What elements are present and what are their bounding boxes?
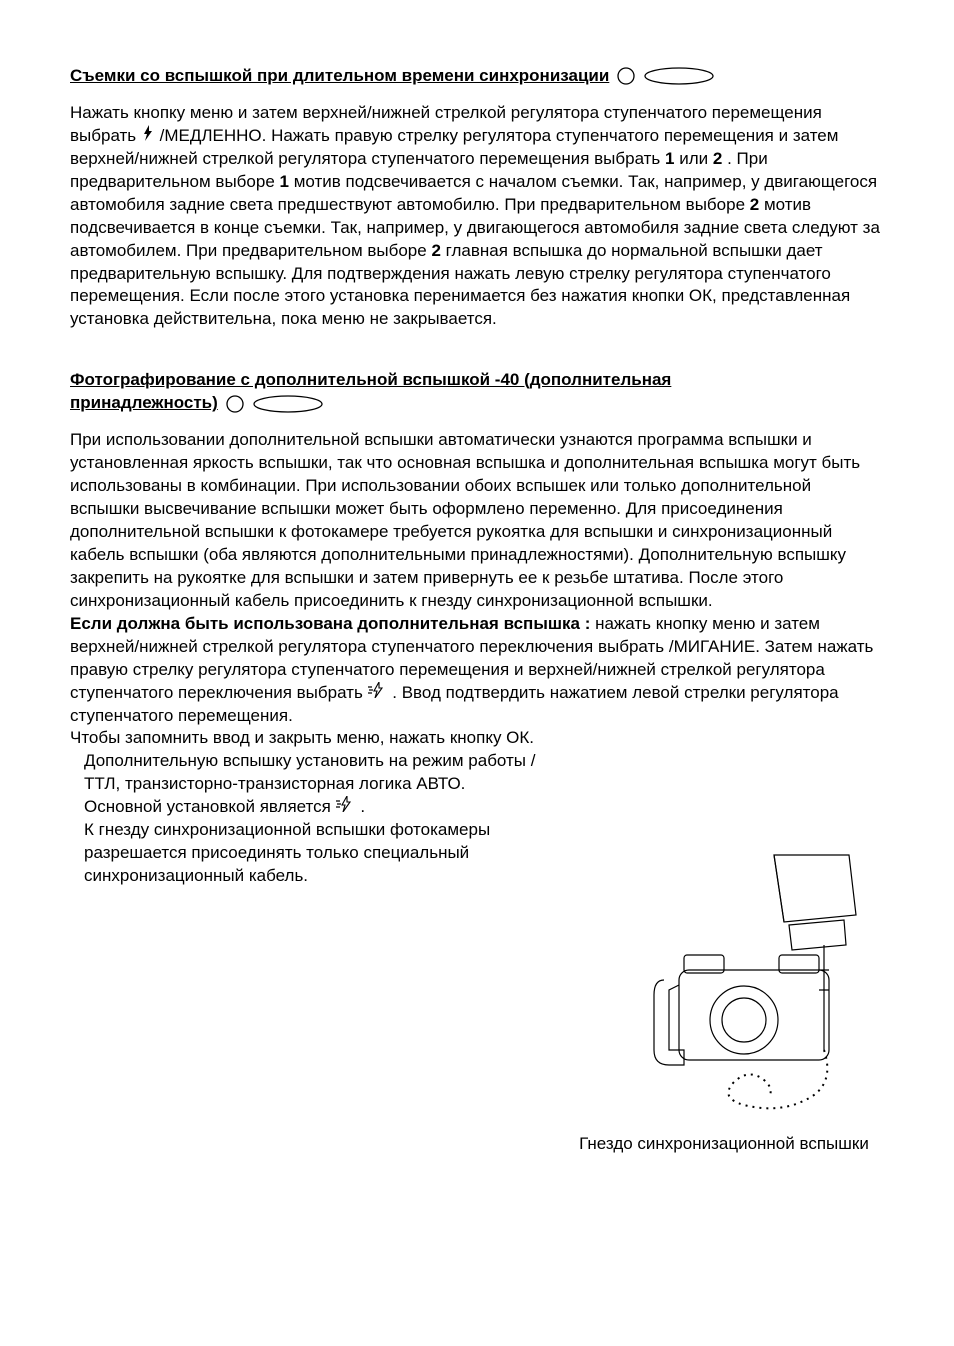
text-bold: 2 <box>713 149 722 168</box>
section2: Фотографирование с дополнительной вспышк… <box>70 369 884 888</box>
indent-1: Дополнительную вспышку установить на реж… <box>84 750 564 796</box>
indent-2: Основной установкой является . <box>84 796 564 819</box>
mode-dial-icon <box>615 65 715 87</box>
section1-heading-row: Съемки со вспышкой при длительном времен… <box>70 65 884 88</box>
camera-illustration-icon <box>624 850 874 1120</box>
text: Чтобы запомнить ввод и закрыть меню, наж… <box>70 728 534 747</box>
text-bold: 2 <box>750 195 759 214</box>
text: . <box>360 797 365 816</box>
slave-flash-icon <box>336 796 356 819</box>
text: К гнезду синхронизационной вспышки фоток… <box>84 820 490 885</box>
page: Съемки со вспышкой при длительном времен… <box>0 0 954 1346</box>
section2-heading-line1: Фотографирование с дополнительной вспышк… <box>70 369 884 392</box>
section1-body: Нажать кнопку меню и затем верхней/нижне… <box>70 102 884 331</box>
camera-figure: Гнездо синхронизационной вспышки <box>624 850 884 1156</box>
text-bold: Если должна быть использована дополнител… <box>70 614 595 633</box>
text: Основной установкой является <box>84 797 336 816</box>
text-bold: 2 <box>431 241 440 260</box>
text: Дополнительную вспышку установить на реж… <box>84 751 535 793</box>
section1-title: Съемки со вспышкой при длительном времен… <box>70 65 609 88</box>
section2-title-b: принадлежность) <box>70 392 218 415</box>
text-bold: 1 <box>665 149 674 168</box>
slave-flash-icon <box>368 682 388 705</box>
text: или <box>679 149 713 168</box>
section2-body: При использовании дополнительной вспышки… <box>70 429 884 727</box>
section2-body-2: Чтобы запомнить ввод и закрыть меню, наж… <box>70 727 884 750</box>
flash-icon <box>141 125 155 148</box>
mode-dial-icon <box>224 393 324 415</box>
text: /МЕДЛЕННО. Нажать правую стрелку регулят… <box>70 126 838 168</box>
figure-caption: Гнездо синхронизационной вспышки <box>524 1133 924 1156</box>
text: При использовании дополнительной вспышки… <box>70 430 860 610</box>
section2-heading-line2: принадлежность) <box>70 392 884 415</box>
section2-title-a: Фотографирование с дополнительной вспышк… <box>70 370 671 389</box>
text-bold: 1 <box>280 172 289 191</box>
indent-3: К гнезду синхронизационной вспышки фоток… <box>84 819 564 888</box>
